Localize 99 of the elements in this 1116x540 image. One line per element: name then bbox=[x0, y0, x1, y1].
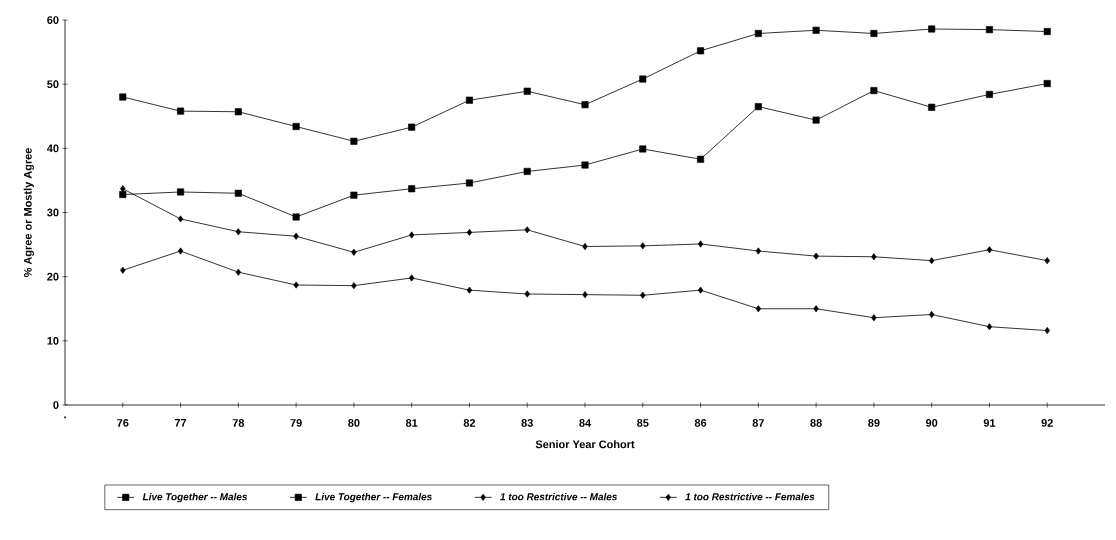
y-tick-label: 50 bbox=[47, 80, 59, 89]
x-tick-label: 86 bbox=[694, 419, 707, 427]
x-axis-title: Senior Year Cohort bbox=[535, 440, 635, 449]
point bbox=[640, 242, 646, 250]
y-tick-label: 40 bbox=[46, 144, 59, 153]
point bbox=[755, 305, 762, 313]
point bbox=[871, 253, 877, 261]
point bbox=[408, 185, 416, 193]
point bbox=[581, 101, 589, 109]
point bbox=[466, 286, 473, 294]
point bbox=[119, 191, 127, 199]
point bbox=[293, 281, 299, 289]
point bbox=[465, 96, 473, 104]
point bbox=[985, 26, 993, 34]
x-tick-label: 81 bbox=[405, 419, 418, 427]
legend-label: 1 too Restrictive -- Males bbox=[500, 492, 618, 501]
point bbox=[293, 232, 299, 240]
x-tick-label: 89 bbox=[868, 419, 880, 427]
point bbox=[871, 314, 877, 322]
point bbox=[928, 103, 936, 111]
legend-label: Live Together -- Females bbox=[315, 492, 432, 503]
point bbox=[639, 75, 647, 83]
point bbox=[234, 108, 242, 116]
point bbox=[582, 243, 588, 251]
point bbox=[235, 268, 242, 276]
point bbox=[754, 103, 762, 111]
point bbox=[292, 213, 300, 221]
point bbox=[350, 191, 358, 199]
point bbox=[697, 155, 705, 163]
x-tick-label: 91 bbox=[983, 419, 996, 427]
x-tick-label: 90 bbox=[925, 419, 938, 427]
point bbox=[408, 123, 416, 131]
point bbox=[754, 29, 762, 37]
legend-label: Live Together -- Males bbox=[142, 492, 248, 503]
point bbox=[928, 257, 935, 265]
x-tick-label: 92 bbox=[1041, 419, 1053, 427]
x-tick-label: 83 bbox=[521, 419, 533, 427]
point bbox=[524, 226, 530, 234]
point bbox=[351, 248, 357, 256]
legend-label: 1 too Restrictive -- Females bbox=[685, 492, 815, 501]
point bbox=[582, 291, 588, 299]
point bbox=[523, 87, 531, 95]
point bbox=[870, 29, 878, 37]
point bbox=[120, 266, 126, 274]
point bbox=[235, 228, 242, 236]
y-tick-label: 60 bbox=[47, 16, 59, 24]
y-tick-label: 20 bbox=[47, 272, 59, 281]
point bbox=[928, 311, 935, 319]
point bbox=[1044, 327, 1050, 335]
point bbox=[813, 252, 819, 260]
point bbox=[234, 189, 242, 197]
y-axis-title: % Agree or Mostly Agree bbox=[23, 148, 34, 278]
point bbox=[351, 282, 357, 290]
point bbox=[350, 137, 358, 145]
x-tick-label: 87 bbox=[752, 419, 764, 427]
point bbox=[1043, 80, 1051, 88]
point bbox=[928, 25, 936, 33]
x-tick-label: 77 bbox=[174, 419, 187, 427]
point bbox=[697, 47, 705, 55]
point bbox=[813, 305, 819, 313]
point bbox=[985, 90, 993, 98]
point bbox=[465, 179, 473, 187]
point bbox=[697, 286, 704, 294]
point bbox=[812, 26, 820, 34]
point bbox=[408, 274, 415, 282]
point bbox=[1044, 257, 1050, 265]
y-tick-label: 0 bbox=[53, 401, 59, 409]
point bbox=[466, 228, 473, 236]
point bbox=[177, 215, 184, 223]
x-tick-label: 76 bbox=[117, 419, 129, 427]
x-tick-label: 84 bbox=[579, 419, 592, 427]
x-tick-label: . bbox=[64, 416, 66, 419]
x-tick-label: 88 bbox=[810, 419, 822, 427]
x-tick-label: 80 bbox=[348, 419, 360, 427]
point bbox=[120, 185, 126, 193]
y-tick-label: 30 bbox=[47, 208, 59, 217]
point bbox=[177, 247, 184, 255]
point bbox=[812, 116, 820, 124]
point bbox=[524, 290, 530, 298]
point bbox=[119, 93, 127, 101]
point bbox=[986, 323, 993, 331]
x-tick-label: 85 bbox=[637, 419, 649, 427]
point bbox=[697, 240, 704, 248]
point bbox=[870, 87, 878, 95]
point bbox=[177, 107, 185, 115]
point bbox=[523, 167, 531, 175]
x-tick-label: 78 bbox=[232, 419, 245, 427]
y-tick-label: 10 bbox=[47, 336, 59, 345]
point bbox=[581, 161, 589, 169]
point bbox=[292, 123, 300, 131]
point bbox=[986, 246, 993, 254]
x-tick-label: 82 bbox=[463, 419, 476, 427]
point bbox=[755, 247, 762, 255]
point bbox=[640, 291, 646, 299]
x-tick-label: 79 bbox=[290, 419, 302, 427]
point bbox=[639, 145, 647, 153]
point bbox=[177, 188, 185, 196]
point bbox=[1043, 28, 1051, 36]
point bbox=[408, 231, 415, 239]
